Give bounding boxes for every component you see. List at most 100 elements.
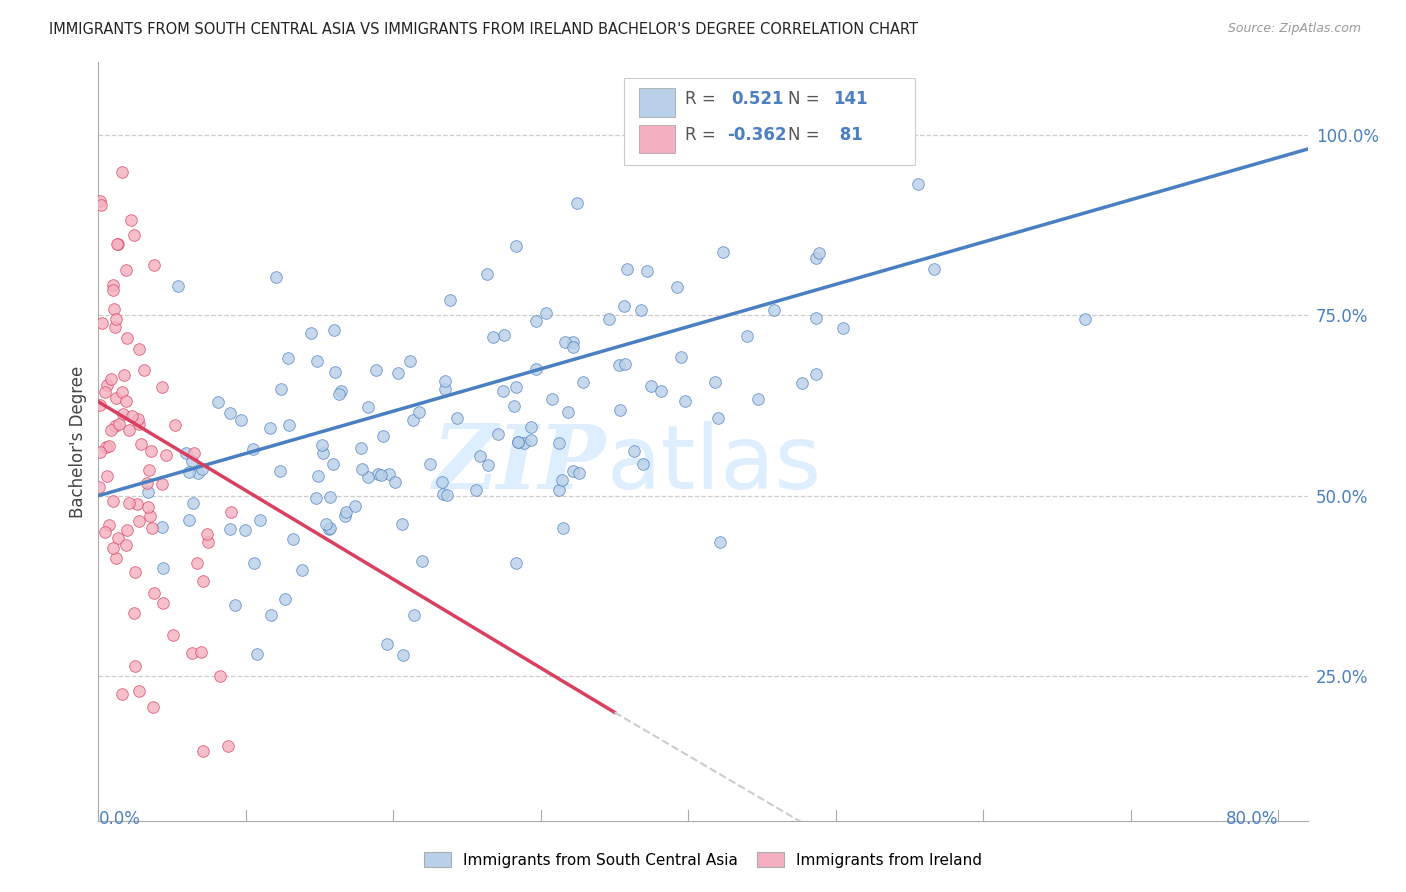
Point [408, 405, 430, 419]
Point [124, 227, 146, 242]
Point [436, 488, 458, 502]
Point [218, 406, 240, 420]
Text: -0.362: -0.362 [727, 127, 787, 145]
Point [108, 417, 131, 431]
Point [693, 130, 716, 145]
Point [89, 194, 111, 208]
Point [291, 563, 314, 577]
Point [224, 598, 246, 612]
Point [152, 561, 174, 575]
Point [111, 384, 134, 399]
Point [190, 462, 212, 476]
Point [392, 648, 415, 662]
Point [136, 484, 159, 499]
Point [100, 372, 122, 386]
Point [344, 499, 367, 513]
Text: atlas: atlas [606, 421, 821, 508]
Point [128, 514, 150, 528]
Text: N =: N = [787, 90, 824, 108]
Bar [638, 88, 675, 117]
Text: 0.521: 0.521 [731, 90, 783, 108]
Point [636, 264, 658, 278]
Point [475, 267, 498, 281]
Point [115, 262, 138, 277]
Text: R =: R = [685, 127, 721, 145]
Point [139, 443, 162, 458]
Point [132, 362, 155, 376]
Point [111, 165, 134, 179]
Point [183, 446, 205, 460]
Point [711, 245, 734, 260]
Point [419, 457, 441, 471]
Point [124, 658, 146, 673]
Point [208, 668, 231, 682]
Point [357, 470, 380, 484]
Point [269, 464, 291, 478]
Point [609, 403, 631, 417]
Text: 81: 81 [834, 127, 862, 145]
Point [135, 476, 157, 491]
Point [669, 351, 692, 365]
Bar [638, 125, 675, 153]
Point [614, 357, 637, 371]
Point [432, 486, 454, 500]
Point [139, 509, 162, 524]
Point [553, 521, 575, 535]
Point [370, 468, 392, 483]
Point [747, 392, 769, 406]
Point [704, 375, 727, 389]
Point [104, 312, 127, 326]
Point [554, 334, 576, 349]
Point [143, 585, 166, 599]
Point [100, 423, 122, 437]
Point [103, 419, 125, 434]
Text: 0.0%: 0.0% [98, 810, 141, 828]
Point [107, 531, 129, 545]
Point [1074, 312, 1097, 326]
Point [706, 411, 728, 425]
Point [150, 520, 173, 534]
Point [808, 246, 831, 260]
Point [562, 340, 585, 354]
Point [117, 523, 139, 537]
Point [650, 384, 672, 398]
Point [207, 395, 229, 409]
Point [181, 496, 204, 510]
Point [110, 687, 132, 701]
Point [138, 463, 160, 477]
Y-axis label: Bachelor's Degree: Bachelor's Degree [69, 366, 87, 517]
Point [631, 457, 654, 471]
Point [105, 550, 128, 565]
Point [318, 522, 340, 536]
Point [89, 445, 111, 459]
Point [384, 475, 406, 489]
Point [335, 505, 357, 519]
Point [233, 523, 256, 537]
Point [387, 366, 409, 380]
Point [120, 213, 142, 227]
Point [94, 525, 117, 540]
Legend: Immigrants from South Central Asia, Immigrants from Ireland: Immigrants from South Central Asia, Immi… [418, 846, 988, 873]
Point [377, 467, 399, 481]
Point [375, 637, 398, 651]
Point [165, 417, 187, 432]
Point [613, 300, 636, 314]
Point [177, 465, 200, 479]
Point [115, 331, 138, 345]
Point [524, 362, 547, 376]
Point [114, 393, 136, 408]
Point [142, 700, 165, 714]
Point [273, 591, 295, 606]
Point [562, 335, 585, 350]
Point [505, 556, 527, 570]
Point [804, 310, 827, 325]
Point [105, 391, 128, 405]
Point [138, 500, 160, 515]
Point [181, 454, 204, 468]
Point [87, 480, 110, 494]
Point [94, 384, 117, 399]
Point [118, 423, 141, 437]
Point [128, 684, 150, 698]
Point [128, 343, 150, 357]
Point [623, 444, 645, 458]
